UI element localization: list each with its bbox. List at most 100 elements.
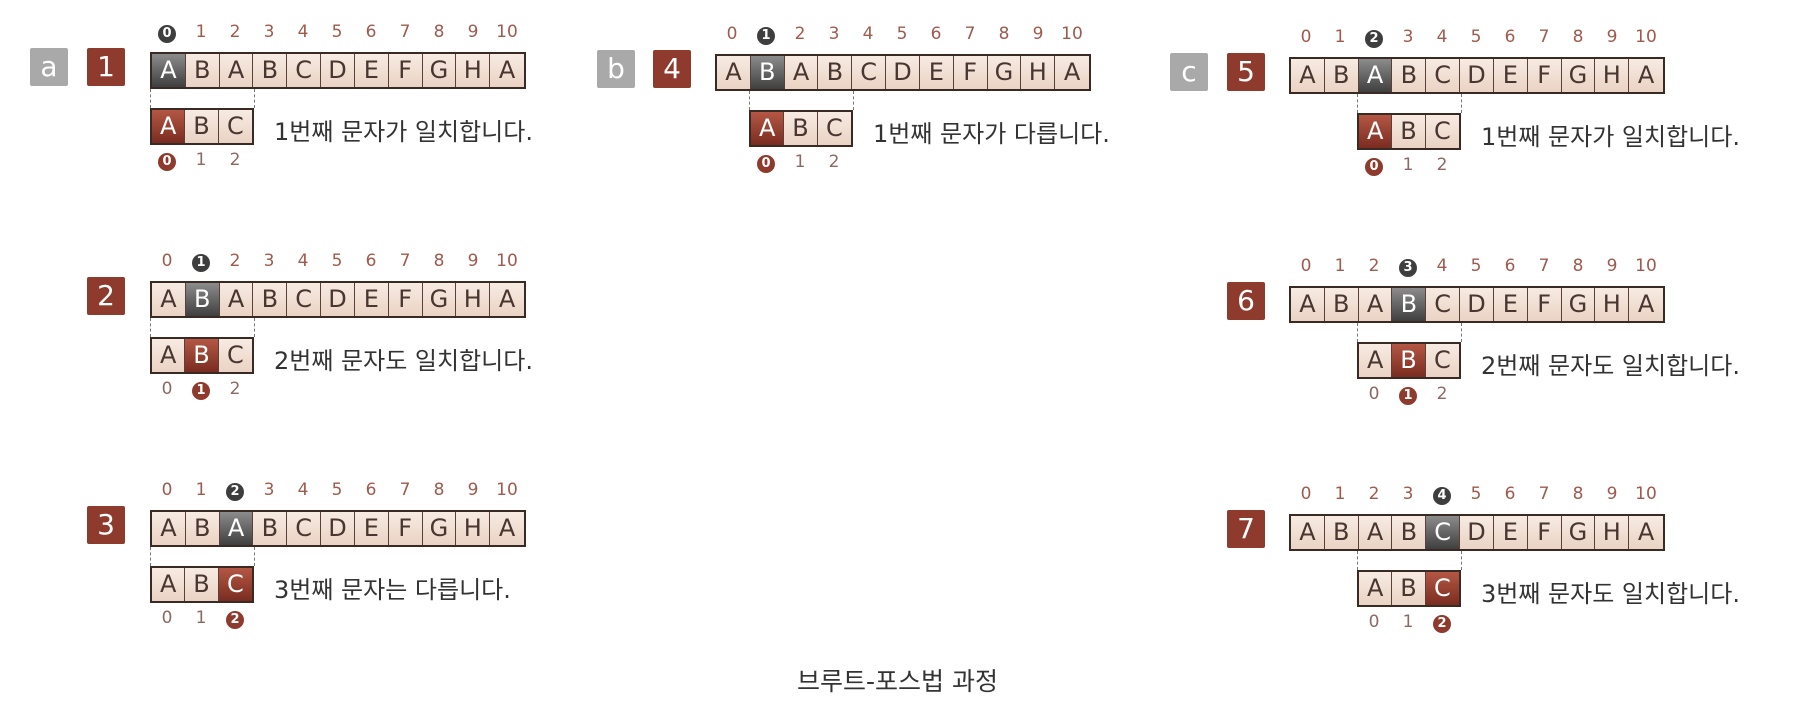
text-index: 5 — [331, 22, 343, 42]
pattern-cell: A — [1359, 572, 1393, 605]
pattern-cell: A — [1359, 344, 1393, 377]
text-index: 0 — [1300, 27, 1312, 47]
pattern-cell: B — [1392, 572, 1426, 605]
alignment-guide — [1461, 323, 1462, 342]
text-index: 4 — [862, 24, 874, 44]
text-cell: B — [1324, 59, 1359, 92]
alignment-guide — [254, 547, 255, 566]
text-cell: C — [287, 283, 322, 316]
pattern-index: 1 — [195, 150, 207, 170]
text-cell: H — [1595, 516, 1630, 549]
pattern-cell: B — [185, 568, 219, 601]
alignment-guide — [254, 89, 255, 108]
step-number-tag: 2 — [87, 277, 125, 315]
text-cell: C — [852, 56, 887, 89]
text-cell: A — [490, 54, 524, 87]
pattern-cell: C — [817, 112, 851, 145]
text-cell: C — [287, 512, 322, 545]
step-number-tag: 6 — [1227, 282, 1265, 320]
text-index: 7 — [1538, 27, 1550, 47]
pattern-cell: C — [1425, 115, 1459, 148]
alignment-guide — [1461, 94, 1462, 113]
text-index: 8 — [433, 480, 445, 500]
pattern-index: 1 — [195, 608, 207, 628]
text-cell: B — [253, 283, 288, 316]
text-index: 5 — [331, 251, 343, 271]
text-cell: G — [987, 56, 1022, 89]
pattern-index: 1 — [1391, 384, 1425, 405]
text-index: 4 — [1436, 27, 1448, 47]
text-cell: F — [1527, 288, 1562, 321]
text-cell: E — [1493, 288, 1528, 321]
text-index: 7 — [399, 251, 411, 271]
text-index: 9 — [1606, 27, 1618, 47]
text-index: 8 — [433, 22, 445, 42]
text-cell: H — [1595, 59, 1630, 92]
text-cell: A — [152, 512, 186, 545]
text-cell: D — [1460, 516, 1494, 549]
pattern-cell: B — [185, 339, 219, 372]
text-index: 1 — [184, 251, 218, 272]
text-index: 8 — [1572, 27, 1584, 47]
text-index: 6 — [1504, 27, 1516, 47]
pattern-index: 0 — [161, 379, 173, 399]
text-cell: B — [185, 512, 220, 545]
text-index: 3 — [1391, 256, 1425, 277]
step-number-tag: 3 — [87, 506, 125, 544]
text-cell: B — [1392, 516, 1427, 549]
text-index: 0 — [161, 480, 173, 500]
text-cell: A — [1291, 516, 1325, 549]
alignment-guide — [749, 91, 750, 110]
pattern-index: 0 — [1357, 155, 1391, 176]
text-cell: B — [253, 54, 288, 87]
text-index: 10 — [496, 251, 518, 271]
text-index: 7 — [964, 24, 976, 44]
text-cell: A — [490, 283, 524, 316]
text-cell: A — [1629, 59, 1663, 92]
text-cell: E — [354, 54, 389, 87]
text-cell: D — [1460, 288, 1494, 321]
pattern-index: 0 — [150, 150, 184, 171]
text-cell: A — [219, 283, 254, 316]
pattern-index: 0 — [1368, 384, 1380, 404]
pattern-cell: C — [218, 339, 252, 372]
text-index: 3 — [1402, 484, 1414, 504]
pattern-index: 0 — [161, 608, 173, 628]
text-index: 1 — [195, 22, 207, 42]
alignment-guide — [1357, 323, 1358, 342]
text-index: 4 — [297, 22, 309, 42]
step-note: 3번째 문자는 다릅니다. — [274, 576, 511, 604]
text-cell: G — [1561, 288, 1596, 321]
text-index: 2 — [1357, 27, 1391, 48]
text-cell: H — [1595, 288, 1630, 321]
text-cell: B — [1392, 288, 1427, 321]
text-index: 2 — [229, 22, 241, 42]
text-cell: A — [1629, 516, 1663, 549]
pattern-index: 1 — [1402, 612, 1414, 632]
text-cell: C — [1426, 59, 1461, 92]
text-index: 4 — [1436, 256, 1448, 276]
text-index: 5 — [331, 480, 343, 500]
pattern-index: 2 — [1436, 384, 1448, 404]
step-number-tag: 4 — [653, 50, 691, 88]
text-index: 8 — [433, 251, 445, 271]
alignment-guide — [150, 318, 151, 337]
text-cell: B — [253, 512, 288, 545]
alignment-guide — [150, 89, 151, 108]
text-index: 9 — [467, 22, 479, 42]
text-index: 1 — [1334, 27, 1346, 47]
text-index: 2 — [794, 24, 806, 44]
text-cell: D — [321, 54, 355, 87]
text-cell: A — [152, 54, 186, 87]
text-index: 4 — [297, 251, 309, 271]
text-cell: G — [422, 283, 457, 316]
text-cell: B — [1392, 59, 1427, 92]
text-cell: B — [750, 56, 785, 89]
text-index: 3 — [263, 22, 275, 42]
